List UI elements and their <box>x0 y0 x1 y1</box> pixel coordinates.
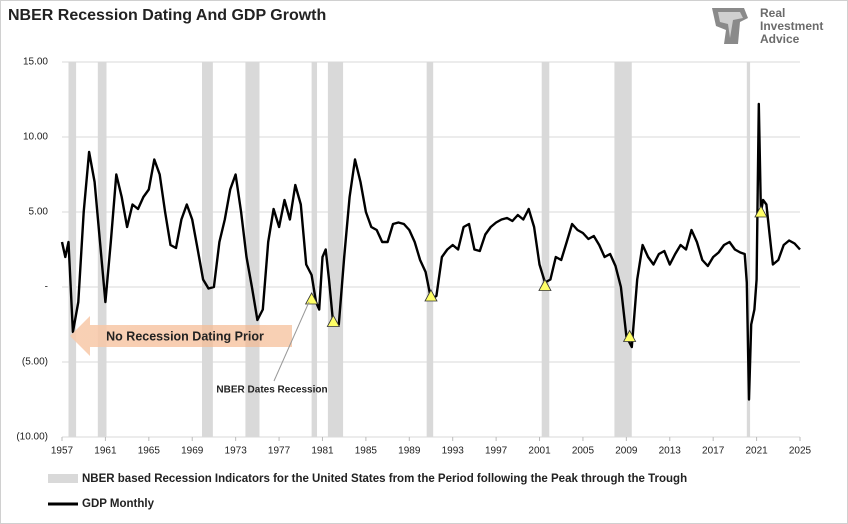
plot: (10.00) (5.00) - 5.00 10.00 15.00 1957 1961 1965… <box>16 57 811 457</box>
x-tick-label: 2001 <box>528 446 551 457</box>
logo-icon-detail <box>718 12 743 38</box>
y-tick-label: 10.00 <box>23 132 48 143</box>
recession-dated-marker <box>622 329 637 342</box>
arrow-shape <box>70 316 292 356</box>
logo <box>712 8 748 44</box>
recession-dated-marker <box>754 205 768 218</box>
recession-band <box>245 62 260 437</box>
annotation-leader <box>273 301 310 382</box>
logo-text: Real <box>760 6 785 20</box>
recession-band <box>541 62 550 437</box>
recession-band <box>426 62 434 437</box>
recession-dated-marker <box>538 278 552 291</box>
y-tick-label: 15.00 <box>23 57 48 68</box>
recession-band <box>746 62 751 437</box>
recession-dated-marker <box>326 314 340 327</box>
x-tick-label: 1969 <box>181 446 204 457</box>
x-tick-label: 2017 <box>702 446 725 457</box>
logo-text: Advice <box>760 32 800 46</box>
x-tick-label: 1997 <box>485 446 508 457</box>
recession-band <box>614 62 632 437</box>
recession-band <box>327 62 344 437</box>
x-tick-label: 1957 <box>51 446 74 457</box>
x-tick-label: 1989 <box>398 446 421 457</box>
legend-label: GDP Monthly <box>82 498 155 510</box>
recession-dated-marker <box>304 292 319 305</box>
x-tick-label: 1977 <box>268 446 291 457</box>
x-tick-label: 1973 <box>225 446 248 457</box>
x-tick-label: 1985 <box>355 446 378 457</box>
x-tick-label: 2009 <box>615 446 638 457</box>
annotation: No Recession Dating Prior <box>106 329 264 343</box>
gdp-line <box>60 102 801 401</box>
legend-swatch <box>48 474 78 483</box>
annotation: NBER Dates Recession <box>216 385 327 396</box>
recession-band <box>97 62 107 437</box>
x-tick-label: 1961 <box>94 446 117 457</box>
recession-band <box>202 62 213 437</box>
x-tick-label: 1993 <box>442 446 465 457</box>
recession-band <box>68 62 77 437</box>
x-tick-label: 2005 <box>572 446 595 457</box>
y-tick-label: (10.00) <box>16 432 48 443</box>
recession-dated-marker <box>424 289 438 302</box>
y-tick-label: - <box>45 282 48 293</box>
x-tick-label: 1981 <box>311 446 334 457</box>
chart-title: NBER Recession Dating And GDP Growth <box>8 7 326 24</box>
recession-band <box>311 62 318 437</box>
x-tick-label: 2021 <box>745 446 768 457</box>
no-dating-arrow <box>70 316 292 356</box>
legend-label: NBER based Recession Indicators for the … <box>82 473 687 485</box>
x-tick-label: 1965 <box>138 446 161 457</box>
y-tick-label: (5.00) <box>22 357 48 368</box>
y-tick-label: 5.00 <box>29 207 49 218</box>
x-tick-label: 2025 <box>789 446 812 457</box>
logo-text: Investment <box>760 19 823 33</box>
x-tick-label: 2013 <box>659 446 682 457</box>
